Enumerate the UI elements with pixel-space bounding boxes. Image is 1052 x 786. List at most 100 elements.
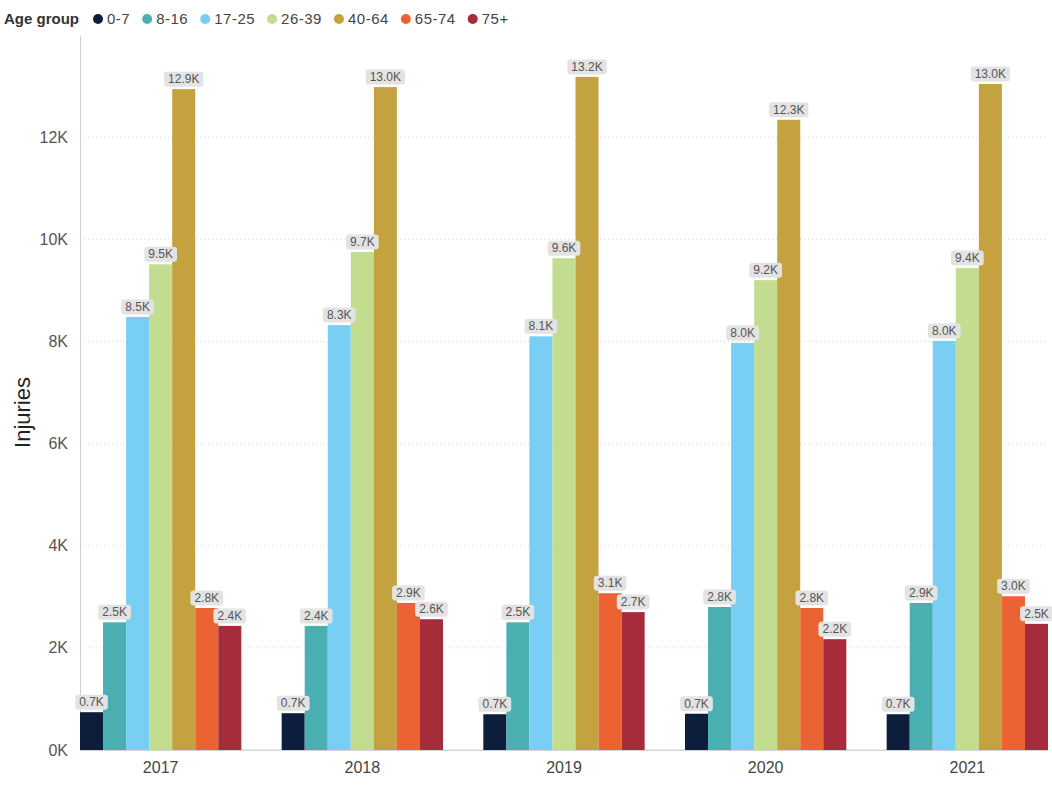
legend: Age group0-78-1617-2526-3940-6465-7475+ xyxy=(4,10,509,27)
data-label-bg xyxy=(997,579,1030,594)
bar xyxy=(887,714,910,750)
bar xyxy=(397,603,420,750)
data-label: 9.5K xyxy=(148,247,173,261)
data-label-group: 2.5K xyxy=(1020,606,1052,621)
bar xyxy=(149,264,172,750)
data-label-bg xyxy=(525,319,558,334)
data-label-group: 2.5K xyxy=(98,605,131,620)
data-label-bg xyxy=(479,697,512,712)
bar xyxy=(305,626,328,750)
bar xyxy=(103,622,126,750)
data-label: 2.8K xyxy=(799,591,824,605)
legend-swatch xyxy=(468,14,478,24)
bar xyxy=(351,252,374,750)
bar xyxy=(80,712,103,750)
data-label-group: 0.7K xyxy=(277,696,310,711)
y-axis: 0K2K4K6K8K10K12K xyxy=(40,36,81,759)
data-label: 2.4K xyxy=(217,609,242,623)
data-label-group: 8.0K xyxy=(928,323,961,338)
data-label: 13.2K xyxy=(571,60,602,74)
y-tick: 4K xyxy=(48,537,80,554)
data-label-group: 9.5K xyxy=(144,247,177,262)
data-label: 2.8K xyxy=(194,591,219,605)
bar xyxy=(282,713,305,750)
data-label-bg xyxy=(366,70,405,85)
data-label: 2.2K xyxy=(822,622,847,636)
data-label-group: 8.5K xyxy=(121,299,154,314)
data-label-bg xyxy=(703,590,736,605)
y-tick-label: 0K xyxy=(48,742,68,759)
data-label-group: 3.1K xyxy=(594,576,627,591)
data-labels: 0.7K0.7K0.7K0.7K0.7K2.5K2.4K2.5K2.8K2.9K… xyxy=(75,59,1052,711)
y-axis-line xyxy=(80,36,81,751)
data-label-bg xyxy=(680,696,713,711)
data-label: 13.0K xyxy=(975,67,1006,81)
data-label-bg xyxy=(415,602,448,617)
x-tick: 2017 xyxy=(143,750,179,776)
series xyxy=(172,77,1002,750)
x-tick: 2021 xyxy=(950,750,986,776)
legend-label: 0-7 xyxy=(107,10,130,27)
bar xyxy=(777,120,800,750)
data-label-bg xyxy=(882,697,915,712)
bar xyxy=(731,343,754,750)
data-label-bg xyxy=(769,102,808,117)
data-label-group: 9.7K xyxy=(346,235,379,250)
bar xyxy=(195,608,218,750)
grid-line xyxy=(80,137,1048,138)
legend-swatch xyxy=(200,14,210,24)
bar xyxy=(126,317,149,750)
series xyxy=(218,612,1048,750)
data-label-bg xyxy=(905,585,938,600)
data-label-group: 8.0K xyxy=(726,325,759,340)
x-tick-label: 2019 xyxy=(546,759,582,776)
data-label: 13.0K xyxy=(370,70,401,84)
data-label-group: 2.8K xyxy=(190,591,223,606)
bar xyxy=(506,622,529,750)
data-label-bg xyxy=(1020,606,1052,621)
data-label: 2.5K xyxy=(1024,607,1049,621)
x-tick-label: 2017 xyxy=(143,759,179,776)
data-label-bg xyxy=(951,250,984,265)
x-tick: 2019 xyxy=(546,750,582,776)
legend-swatch xyxy=(142,14,152,24)
x-tick: 2020 xyxy=(748,750,784,776)
data-label-group: 9.2K xyxy=(749,263,782,278)
legend-swatch xyxy=(267,14,277,24)
data-label-group: 2.9K xyxy=(392,585,425,600)
data-label-group: 2.7K xyxy=(617,595,650,610)
bar xyxy=(576,77,599,750)
data-label: 9.6K xyxy=(552,241,577,255)
data-label: 2.9K xyxy=(396,586,421,600)
data-label: 0.7K xyxy=(483,697,508,711)
data-label-group: 2.5K xyxy=(502,605,535,620)
data-label: 3.1K xyxy=(598,576,623,590)
bar xyxy=(933,341,956,750)
data-label-group: 0.7K xyxy=(680,696,713,711)
y-tick: 12K xyxy=(40,129,80,146)
bar xyxy=(529,336,552,750)
data-label-group: 8.3K xyxy=(323,308,356,323)
data-label: 12.9K xyxy=(168,72,199,86)
data-label-group: 2.9K xyxy=(905,585,938,600)
grid xyxy=(80,137,1048,750)
y-tick-label: 2K xyxy=(48,639,68,656)
bar xyxy=(1025,624,1048,750)
y-tick: 10K xyxy=(40,231,80,248)
data-label-group: 9.4K xyxy=(951,250,984,265)
legend-label: 8-16 xyxy=(156,10,188,27)
data-label-bg xyxy=(795,591,828,606)
data-label-group: 0.7K xyxy=(882,697,915,712)
bar xyxy=(218,626,241,750)
chart: 0K2K4K6K8K10K12K20172018201920202021Inju… xyxy=(0,0,1052,786)
data-label-group: 12.9K xyxy=(164,72,203,87)
data-label-bg xyxy=(594,576,627,591)
data-label: 0.7K xyxy=(886,697,911,711)
bar xyxy=(599,593,622,750)
y-tick: 2K xyxy=(48,639,80,656)
series xyxy=(103,603,933,750)
bar xyxy=(685,714,708,750)
data-label-group: 2.4K xyxy=(300,608,333,623)
bar xyxy=(979,84,1002,750)
data-label-group: 13.0K xyxy=(366,70,405,85)
